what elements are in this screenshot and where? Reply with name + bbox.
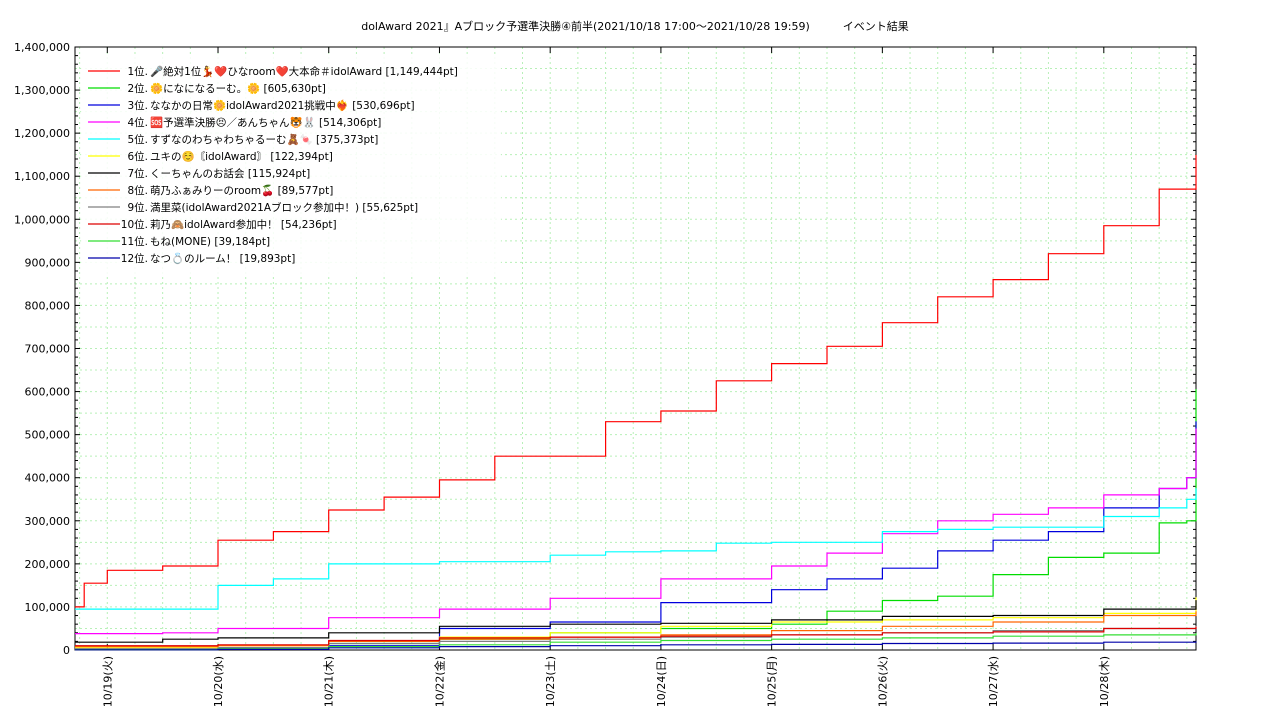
- legend-box: [81, 55, 501, 275]
- legend-label: 6位.: [127, 150, 148, 163]
- y-tick-label: 600,000: [25, 386, 71, 399]
- x-tick-label: 10/26(火): [876, 656, 889, 707]
- legend-label: 4位.: [127, 116, 148, 129]
- legend-label: 8位.: [127, 184, 148, 197]
- y-tick-label: 800,000: [25, 299, 71, 312]
- y-tick-label: 1,200,000: [14, 127, 70, 140]
- y-tick-label: 1,300,000: [14, 84, 70, 97]
- x-tick-label: 10/20(水): [212, 656, 225, 707]
- legend-label: すずなのわちゃわちゃるーむ🧸🍬 [375,373pt]: [150, 133, 378, 146]
- legend-label: 満里菜(idolAward2021Aブロック参加中！) [55,625pt]: [150, 201, 418, 214]
- legend-label: 2位.: [127, 82, 148, 95]
- legend: 1位. 🎤絶対1位💃❤️ひなroom❤️大本命＃idolAward [1,149,…: [81, 55, 501, 275]
- legend-label: 11位.: [121, 235, 148, 248]
- legend-label: 🆘予選準決勝😣／あんちゃん🐯🐰 [514,306pt]: [150, 116, 381, 129]
- series-line-12: [75, 641, 1197, 651]
- series-line-2: [75, 389, 1197, 650]
- legend-label: 3位.: [127, 99, 148, 112]
- x-tick-label: 10/28(木): [1098, 656, 1111, 707]
- y-tick-label: 900,000: [25, 256, 71, 269]
- legend-label: もね(MONE) [39,184pt]: [150, 236, 270, 248]
- series-line-1: [75, 154, 1197, 608]
- y-tick-label: 700,000: [25, 343, 71, 356]
- axes: 0 100,000 200,000 300,000 400,000 500,000 600,…: [14, 41, 1197, 707]
- y-tick-label: 100,000: [25, 601, 71, 614]
- legend-label: 🎤絶対1位💃❤️ひなroom❤️大本命＃idolAward [1,149,444…: [150, 65, 458, 78]
- x-tick-label: 10/25(月): [766, 656, 779, 707]
- legend-label: くーちゃんのお話会 [115,924pt]: [150, 167, 310, 180]
- y-tick-label: 1,400,000: [14, 41, 70, 54]
- legend-label: ななかの日常🌼idolAward2021挑戦中❤️‍🔥 [530,696pt]: [150, 99, 415, 112]
- series-line-4: [75, 428, 1197, 635]
- legend-label: 9位.: [127, 201, 148, 214]
- legend-label: 7位.: [127, 167, 148, 180]
- legend-label: 12位.: [121, 252, 148, 265]
- x-tick-label: 10/27(水): [987, 656, 1000, 707]
- x-tick-label: 10/22(金): [432, 656, 446, 707]
- x-tick-label: 10/21(木): [323, 656, 336, 707]
- chart-title: dolAward 2021』Aブロック予選準決勝④前半(2021/10/18 1…: [361, 19, 909, 33]
- y-tick-label: 1,000,000: [14, 213, 70, 226]
- series-line-10: [75, 626, 1197, 647]
- x-tick-label: 10/19(火): [101, 656, 114, 707]
- y-tick-label: 1,100,000: [14, 170, 70, 183]
- legend-label: 10位.: [121, 218, 148, 231]
- legend-label: 🌼になになるーむ。🌼 [605,630pt]: [150, 82, 326, 95]
- legend-label: 莉乃🙈idolAward参加中！ [54,236pt]: [150, 218, 337, 231]
- y-tick-label: 400,000: [25, 472, 71, 485]
- series-lines: [75, 154, 1197, 651]
- legend-label: 1位.: [127, 65, 148, 78]
- y-tick-label: 0: [63, 644, 70, 657]
- y-tick-label: 300,000: [25, 515, 71, 528]
- legend-label: 萌乃ふぁみりーのroom🍒 [89,577pt]: [150, 184, 333, 197]
- legend-label: なつ💍のルーム！ [19,893pt]: [150, 252, 295, 265]
- legend-label: 5位.: [127, 133, 148, 146]
- x-tick-label: 10/23(土): [544, 656, 557, 707]
- series-line-5: [75, 488, 1197, 610]
- x-tick-label: 10/24(日): [655, 656, 668, 707]
- y-tick-label: 200,000: [25, 558, 71, 571]
- legend-label: ユキの☺️〘idolAward〙 [122,394pt]: [150, 150, 333, 163]
- y-tick-label: 500,000: [25, 429, 71, 442]
- series-line-11: [75, 633, 1197, 651]
- series-line-7: [75, 600, 1197, 643]
